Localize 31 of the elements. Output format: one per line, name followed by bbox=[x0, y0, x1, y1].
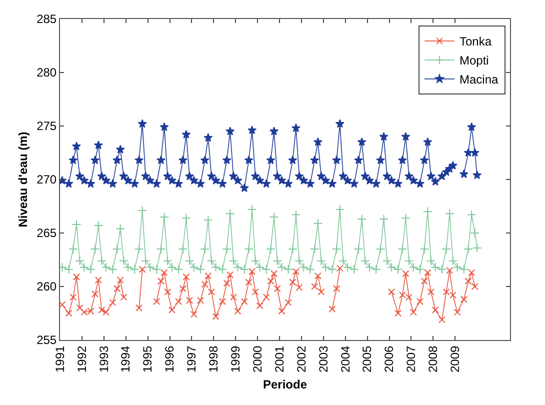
x-tick-label: 1996 bbox=[162, 345, 177, 373]
y-tick-label: 270 bbox=[36, 172, 57, 187]
legend-label: Mopti bbox=[460, 54, 489, 68]
y-tick-label: 255 bbox=[36, 333, 57, 348]
x-tick-label: 2007 bbox=[404, 345, 418, 373]
x-axis-title: Periode bbox=[262, 377, 308, 392]
x-tick-label: 2009 bbox=[448, 345, 462, 373]
legend-label: Macina bbox=[460, 72, 499, 87]
x-tick-label: 1995 bbox=[140, 345, 155, 373]
x-tick-label: 2004 bbox=[338, 345, 352, 373]
x-tick-label: 1993 bbox=[96, 345, 111, 373]
x-tick-label: 1997 bbox=[184, 345, 199, 373]
x-tick-label: 2002 bbox=[294, 345, 308, 373]
x-tick-label: 2003 bbox=[316, 345, 330, 373]
y-axis-title: Niveau d'eau (m) bbox=[16, 132, 30, 228]
y-tick-label: 280 bbox=[36, 66, 57, 80]
x-tick-label: 1994 bbox=[118, 345, 133, 373]
x-tick-label: 1991 bbox=[52, 345, 67, 373]
x-tick-label: 2008 bbox=[426, 345, 440, 373]
legend-label: Tonka bbox=[460, 34, 492, 49]
x-tick-label: 2001 bbox=[272, 345, 286, 373]
x-tick-label: 1999 bbox=[228, 345, 243, 373]
y-tick-label: 260 bbox=[36, 280, 57, 294]
x-tick-label: 1992 bbox=[74, 345, 89, 373]
x-tick-label: 2006 bbox=[382, 345, 396, 373]
x-tick-label: 2005 bbox=[360, 345, 374, 373]
y-tick-label: 265 bbox=[36, 226, 57, 240]
y-tick-label: 275 bbox=[36, 119, 57, 134]
x-tick-label: 1998 bbox=[206, 345, 221, 373]
y-tick-label: 285 bbox=[36, 12, 57, 26]
x-tick-label: 2000 bbox=[250, 345, 264, 373]
